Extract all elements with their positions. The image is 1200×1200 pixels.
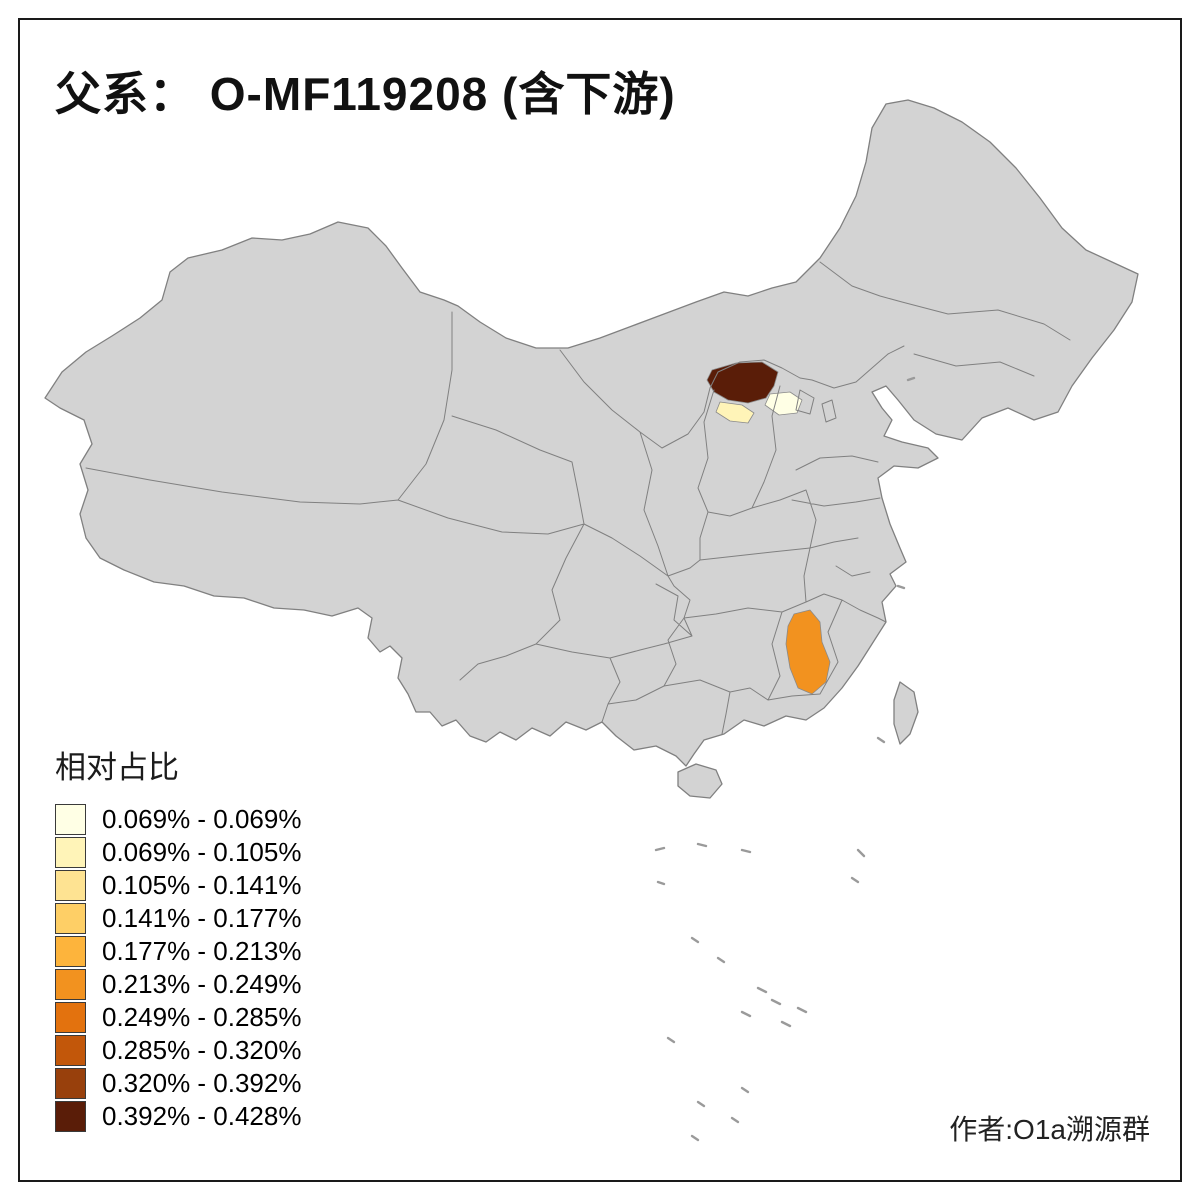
legend-item: 0.320% - 0.392%	[55, 1067, 475, 1100]
legend-label: 0.105% - 0.141%	[102, 870, 302, 900]
highlight-central-shanxi	[715, 401, 755, 424]
legend-item: 0.069% - 0.069%	[55, 803, 475, 836]
legend-swatch	[55, 804, 86, 835]
taiwan-island	[893, 681, 919, 745]
legend-items: 0.069% - 0.069% 0.069% - 0.105% 0.105% -…	[55, 803, 475, 1133]
legend-label: 0.320% - 0.392%	[102, 1068, 302, 1098]
legend-title: 相对占比	[55, 750, 179, 785]
attribution: 作者:O1a溯源群	[949, 1114, 1150, 1145]
highlight-north-shanxi	[706, 361, 779, 404]
mainland	[44, 99, 1139, 767]
legend-swatch	[55, 837, 86, 868]
legend-label: 0.392% - 0.428%	[102, 1101, 302, 1131]
legend-label: 0.141% - 0.177%	[102, 903, 302, 933]
page-title: 父系： O-MF119208 (含下游)	[55, 68, 676, 120]
legend-label: 0.177% - 0.213%	[102, 936, 302, 966]
legend-item: 0.249% - 0.285%	[55, 1001, 475, 1034]
legend-label: 0.213% - 0.249%	[102, 969, 302, 999]
legend-swatch	[55, 870, 86, 901]
legend-item: 0.069% - 0.105%	[55, 836, 475, 869]
legend-swatch	[55, 1035, 86, 1066]
legend-swatch	[55, 969, 86, 1000]
legend-item: 0.177% - 0.213%	[55, 935, 475, 968]
legend-swatch	[55, 1101, 86, 1132]
islands	[654, 376, 919, 1142]
hainan-island	[677, 763, 723, 799]
legend-item: 0.105% - 0.141%	[55, 869, 475, 902]
legend-swatch	[55, 903, 86, 934]
legend-label: 0.285% - 0.320%	[102, 1035, 302, 1065]
legend: 相对占比 0.069% - 0.069% 0.069% - 0.105% 0.1…	[55, 742, 475, 1133]
legend-swatch	[55, 1068, 86, 1099]
legend-label: 0.069% - 0.105%	[102, 837, 302, 867]
province-border-lines	[85, 261, 1071, 735]
legend-swatch	[55, 1002, 86, 1033]
legend-swatch	[55, 936, 86, 967]
legend-item: 0.392% - 0.428%	[55, 1100, 475, 1133]
legend-label: 0.069% - 0.069%	[102, 804, 302, 834]
mainland-outline	[44, 99, 1139, 767]
legend-label: 0.249% - 0.285%	[102, 1002, 302, 1032]
highlight-south-jiangxi	[785, 609, 831, 695]
province-borders	[85, 261, 1071, 735]
legend-item: 0.213% - 0.249%	[55, 968, 475, 1001]
legend-item: 0.285% - 0.320%	[55, 1034, 475, 1067]
legend-item: 0.141% - 0.177%	[55, 902, 475, 935]
south-china-sea-islets	[654, 376, 916, 1142]
